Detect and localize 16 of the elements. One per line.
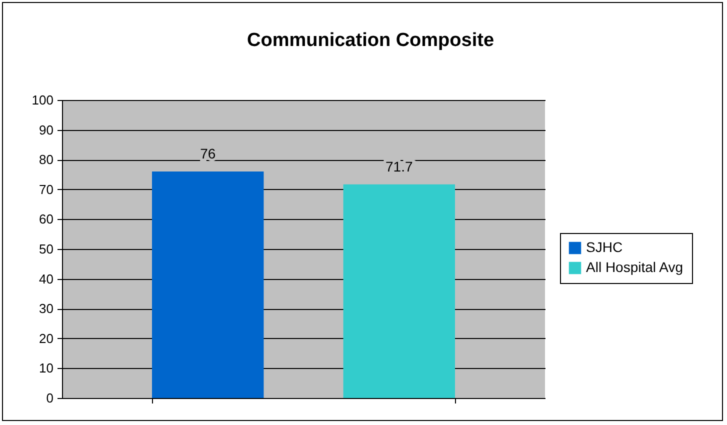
y-tick-label: 10 <box>39 360 54 376</box>
y-tick-label: 100 <box>32 92 54 108</box>
y-tick-label: 30 <box>39 301 54 316</box>
legend-label: All Hospital Avg <box>586 259 684 275</box>
data-label: 71.7 <box>386 158 413 174</box>
y-tick-label: 90 <box>39 122 54 138</box>
chart-title: Communication Composite <box>246 30 494 51</box>
y-tick-label: 80 <box>39 152 54 168</box>
y-tick-label: 50 <box>39 242 54 256</box>
legend-label: SJHC <box>586 239 623 255</box>
y-tick-label: 20 <box>39 330 54 346</box>
y-tick-label: 70 <box>39 182 54 197</box>
y-tick-label: 40 <box>39 271 54 286</box>
data-label: 76 <box>200 146 216 162</box>
y-tick-label: 60 <box>39 212 54 227</box>
y-tick-label: 0 <box>46 390 54 406</box>
